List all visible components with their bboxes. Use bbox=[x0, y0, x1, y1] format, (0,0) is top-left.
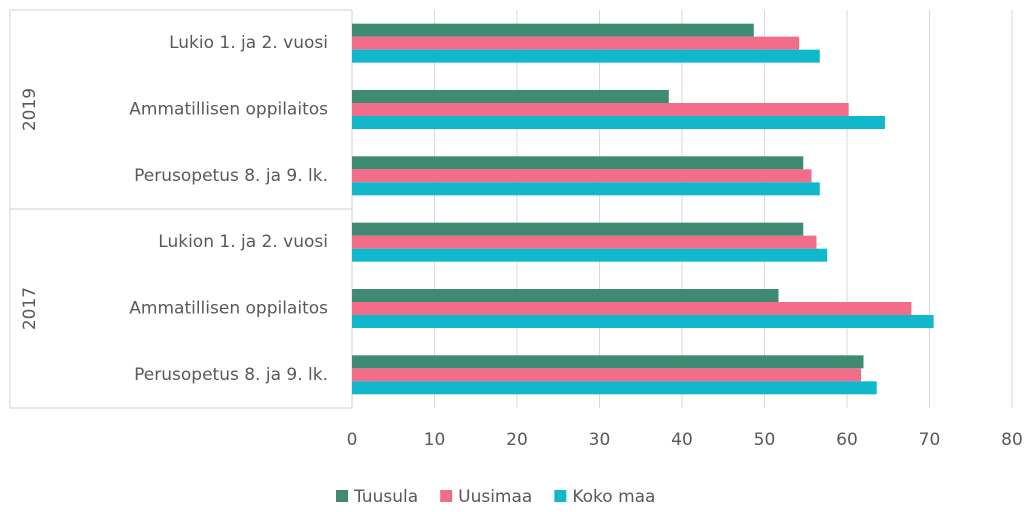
bar bbox=[352, 103, 849, 116]
bar bbox=[352, 156, 804, 170]
legend-label: Koko maa bbox=[572, 487, 655, 507]
y-tick-label: Ammatillisen oppilaitos bbox=[129, 299, 328, 319]
group-label: 2019 bbox=[20, 88, 40, 131]
x-tick-label: 60 bbox=[836, 430, 858, 450]
y-tick-label: Lukio 1. ja 2. vuosi bbox=[169, 33, 328, 53]
legend-swatch bbox=[554, 490, 567, 502]
x-tick-label: 40 bbox=[671, 430, 693, 450]
x-tick-label: 50 bbox=[754, 430, 776, 450]
y-tick-label: Lukion 1. ja 2. vuosi bbox=[158, 232, 328, 252]
x-tick-label: 0 bbox=[347, 430, 358, 450]
y-tick-label: Perusopetus 8. ja 9. lk. bbox=[134, 365, 328, 385]
bar bbox=[352, 368, 862, 382]
x-tick-label: 20 bbox=[506, 430, 528, 450]
bar bbox=[352, 90, 669, 103]
bar bbox=[352, 23, 754, 37]
bar bbox=[352, 182, 820, 196]
bar bbox=[352, 315, 934, 328]
y-tick-label: Perusopetus 8. ja 9. lk. bbox=[134, 166, 328, 186]
bar bbox=[352, 289, 779, 302]
x-tick-label: 70 bbox=[919, 430, 941, 450]
x-tick-label: 30 bbox=[589, 430, 611, 450]
group-label: 2017 bbox=[20, 287, 40, 330]
legend-swatch bbox=[336, 490, 348, 502]
x-tick-label: 80 bbox=[1001, 430, 1023, 450]
bar bbox=[352, 116, 885, 129]
bar bbox=[352, 222, 804, 236]
bar bbox=[352, 381, 877, 395]
bar bbox=[352, 235, 817, 249]
bar bbox=[352, 49, 820, 63]
legend-label: Uusimaa bbox=[458, 487, 532, 507]
y-tick-label: Ammatillisen oppilaitos bbox=[129, 100, 328, 120]
legend-swatch bbox=[440, 490, 453, 502]
bar bbox=[352, 36, 800, 50]
bar bbox=[352, 248, 828, 262]
bar bbox=[352, 302, 912, 315]
bar bbox=[352, 355, 864, 369]
bar bbox=[352, 169, 812, 183]
x-tick-label: 10 bbox=[424, 430, 446, 450]
legend-label: Tuusula bbox=[353, 487, 418, 507]
